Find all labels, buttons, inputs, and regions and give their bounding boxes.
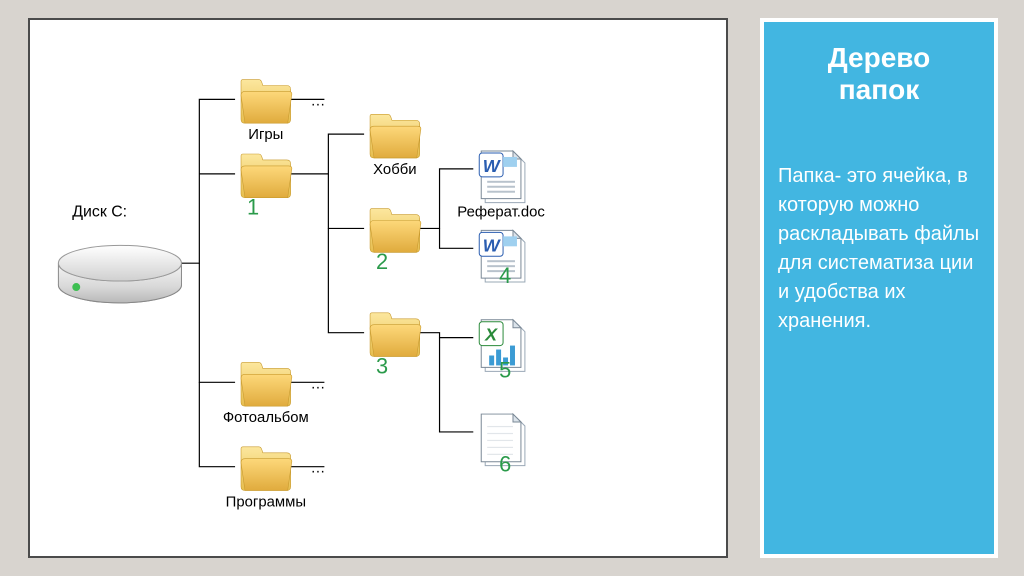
folder-icon (241, 154, 292, 198)
sidebar-panel: Дерево папок Папка- это ячейка, в котору… (760, 18, 998, 558)
ellipsis: … (311, 93, 326, 109)
svg-text:W: W (483, 235, 502, 255)
connector (179, 99, 235, 263)
connector (199, 263, 235, 382)
sidebar-body: Папка- это ячейка, в которую можно раскл… (778, 162, 980, 336)
connector (440, 228, 474, 248)
file-number: 6 (499, 452, 511, 477)
svg-text:W: W (483, 156, 502, 176)
folder-label: Фотоальбом (223, 410, 309, 426)
connector (420, 333, 474, 338)
disk-label: Диск C: (72, 204, 127, 221)
folder-icon (241, 362, 292, 406)
disk-icon (58, 245, 181, 303)
folder-tree-svg: Диск C: Игры … 1 Фотоальбом … Программы … Хобби 2… (30, 20, 726, 556)
connector (328, 228, 364, 332)
folder-number: 2 (376, 249, 388, 274)
title-line-2: папок (839, 74, 920, 105)
diagram-panel: Диск C: Игры … 1 Фотоальбом … Программы … Хобби 2… (28, 18, 728, 558)
file-number: 4 (499, 263, 511, 288)
folder-number: 1 (247, 195, 259, 220)
connector (440, 338, 474, 432)
folder-icon (370, 114, 421, 158)
title-line-1: Дерево (828, 42, 930, 73)
folder-icon (241, 80, 292, 124)
folder-label: Программы (226, 494, 306, 510)
folder-number: 3 (376, 353, 388, 378)
file-icon: W (479, 151, 525, 203)
svg-text:X: X (484, 325, 498, 345)
folder-icon (241, 447, 292, 491)
connector (291, 134, 364, 174)
ellipsis: … (311, 461, 326, 477)
file-label: Реферат.doc (457, 205, 545, 221)
folder-icon (370, 209, 421, 253)
folder-label: Игры (248, 127, 283, 143)
ellipsis: … (311, 376, 326, 392)
file-number: 5 (499, 357, 511, 382)
folder-label: Хобби (373, 162, 416, 178)
sidebar-title: Дерево папок (778, 42, 980, 106)
folder-icon (370, 313, 421, 357)
connector (328, 174, 364, 229)
